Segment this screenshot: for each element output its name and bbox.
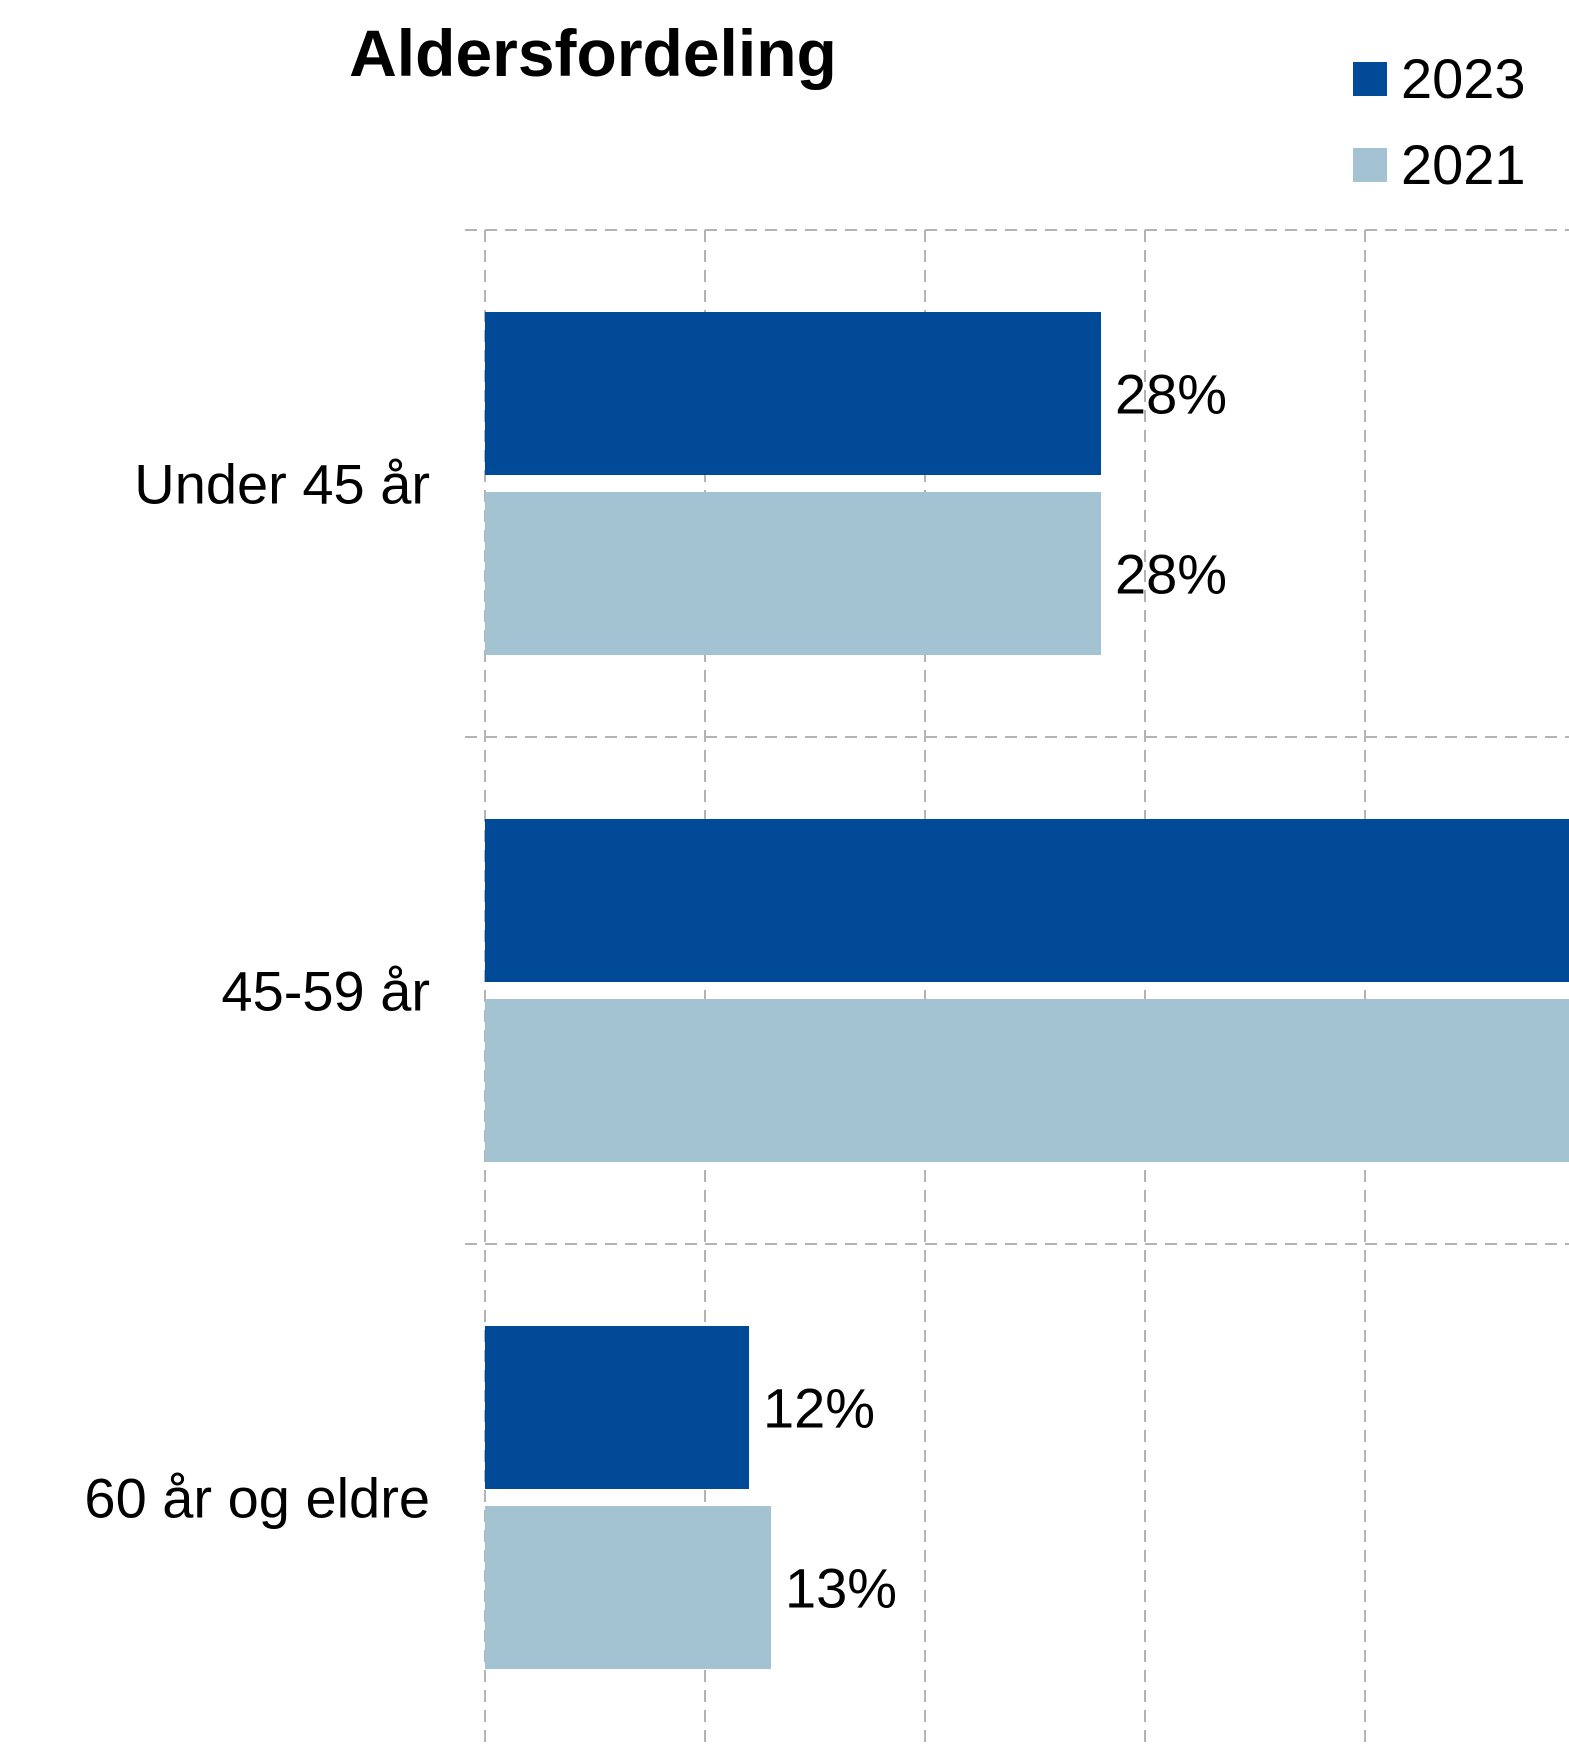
category-label: Under 45 år bbox=[134, 453, 430, 516]
bar bbox=[485, 1326, 749, 1489]
category-label: 60 år og eldre bbox=[84, 1467, 430, 1530]
grid-lines bbox=[465, 229, 1569, 1747]
data-label: 28% bbox=[1115, 363, 1227, 426]
legend: 2023 2021 bbox=[1353, 47, 1526, 196]
chart-title: Aldersfordeling bbox=[349, 16, 837, 90]
legend-label: 2021 bbox=[1401, 133, 1526, 196]
data-label: 12% bbox=[763, 1377, 875, 1440]
bar bbox=[485, 999, 1569, 1162]
legend-label: 2023 bbox=[1401, 47, 1526, 110]
legend-swatch bbox=[1353, 148, 1387, 182]
bar bbox=[485, 819, 1569, 982]
data-label: 28% bbox=[1115, 543, 1227, 606]
bar bbox=[485, 492, 1101, 655]
category-label: 45-59 år bbox=[221, 960, 430, 1023]
bar bbox=[485, 312, 1101, 475]
data-label: 13% bbox=[785, 1557, 897, 1620]
legend-swatch bbox=[1353, 62, 1387, 96]
bar bbox=[485, 1506, 771, 1669]
